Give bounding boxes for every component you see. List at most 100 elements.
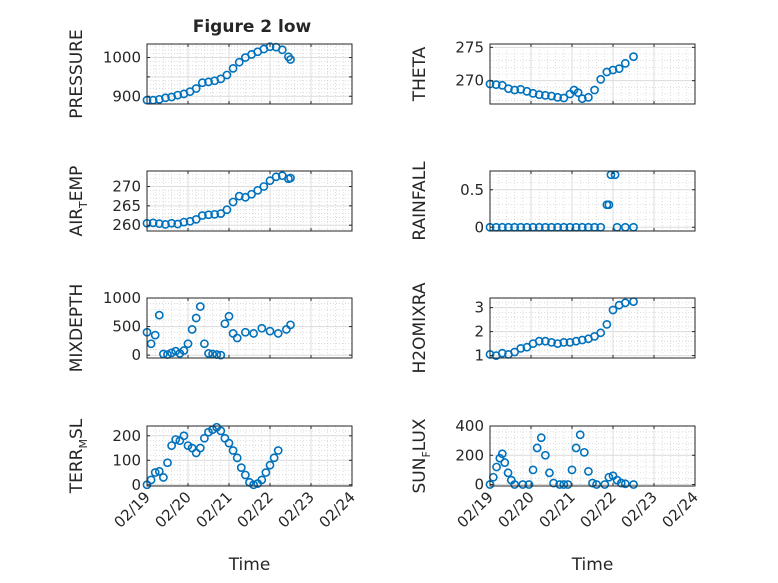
data-point	[265, 326, 275, 336]
y-axis-label: TERRMSL	[67, 418, 90, 494]
data-point	[257, 323, 267, 333]
data-point	[224, 311, 234, 321]
data-point	[234, 191, 244, 201]
data-point	[590, 85, 599, 95]
y-tick-label: 0	[474, 218, 484, 236]
data-point	[199, 433, 209, 443]
y-axis-label-subscript: F	[420, 451, 433, 457]
data-point	[265, 176, 275, 186]
subplot-2: 270 275 THETA	[410, 38, 696, 105]
subplot-5: 0 500 1000 MIXDEPTH	[67, 284, 353, 373]
data-point	[197, 211, 207, 220]
data-point	[286, 173, 295, 183]
data-point	[579, 447, 589, 457]
data-point	[600, 480, 610, 489]
data-point	[553, 339, 563, 348]
data-point	[559, 93, 569, 103]
data-point	[253, 185, 263, 195]
y-axis-label-rest: LUX	[410, 418, 430, 451]
data-point	[604, 200, 614, 210]
y-tick-label: 0	[131, 346, 141, 364]
data-point	[592, 480, 601, 489]
y-tick-label: 1	[474, 347, 484, 365]
axes-box	[146, 297, 353, 359]
data-point	[571, 336, 581, 346]
axes-box	[489, 425, 696, 487]
y-axis-label-rest: SL	[67, 418, 87, 439]
data-point	[222, 70, 232, 80]
data-point	[504, 84, 513, 94]
subplot-1: 900 1000 PRESSURE	[67, 29, 353, 119]
data-point	[577, 94, 587, 104]
data-point	[524, 480, 534, 489]
data-point	[257, 475, 267, 485]
data-point	[261, 468, 271, 477]
data-point	[620, 298, 630, 308]
data-point	[216, 426, 226, 436]
data-point	[608, 305, 618, 315]
data-point	[204, 210, 213, 220]
data-point	[222, 205, 232, 215]
data-point	[491, 80, 501, 90]
subplot-4: 0 0.5 RAINFALL	[410, 161, 696, 241]
data-point	[547, 91, 556, 101]
data-point	[596, 74, 606, 84]
data-point	[232, 453, 242, 463]
y-axis-label: MIXDEPTH	[67, 284, 87, 373]
plot-area	[490, 298, 695, 358]
data-point	[167, 218, 176, 228]
y-axis-label-rest: EMP	[67, 166, 87, 202]
y-tick-label: 0	[131, 476, 141, 494]
data-point	[163, 458, 172, 468]
data-point	[629, 52, 638, 62]
axes-box	[489, 43, 696, 105]
data-point	[204, 349, 213, 358]
y-tick-label: 1000	[103, 49, 141, 67]
data-point	[236, 463, 246, 473]
data-point	[158, 473, 168, 482]
data-point	[259, 182, 269, 191]
y-tick-label: 400	[455, 417, 484, 435]
y-tick-label: 2	[474, 323, 484, 341]
data-point	[191, 313, 201, 323]
data-point	[216, 350, 226, 360]
data-point	[492, 462, 501, 472]
axes-box	[489, 297, 696, 359]
data-point	[228, 446, 238, 455]
data-point	[154, 466, 164, 476]
subplot-6: 1 2 3 H2OMIXRA	[410, 282, 696, 374]
data-point	[522, 342, 532, 352]
y-axis-label: PRESSURE	[67, 29, 87, 118]
data-point	[629, 480, 638, 489]
data-point	[179, 431, 189, 441]
data-point	[528, 465, 538, 475]
data-point	[191, 84, 201, 93]
y-tick-label: 265	[112, 197, 141, 215]
data-point	[555, 480, 565, 489]
y-axis-label-subscript: M	[77, 439, 90, 449]
data-point	[167, 441, 176, 450]
data-point	[167, 348, 176, 358]
data-point	[584, 466, 593, 476]
data-point	[249, 480, 258, 490]
x-axis-label: Time	[571, 555, 614, 575]
y-axis-label: THETA	[410, 46, 430, 102]
data-point	[273, 446, 283, 455]
data-point	[602, 319, 612, 329]
data-point	[616, 478, 626, 488]
y-tick-label: 270	[455, 72, 484, 90]
data-point	[265, 42, 275, 52]
data-point	[234, 57, 244, 67]
figure-title: Figure 2 low	[193, 17, 312, 37]
data-point	[540, 336, 550, 346]
y-tick-label: 260	[112, 216, 141, 234]
axes-box	[146, 43, 353, 105]
plot-area	[490, 171, 695, 231]
data-point	[161, 220, 170, 229]
data-point	[247, 189, 256, 199]
data-point	[269, 453, 279, 463]
data-point	[497, 348, 507, 358]
data-point	[210, 209, 220, 219]
